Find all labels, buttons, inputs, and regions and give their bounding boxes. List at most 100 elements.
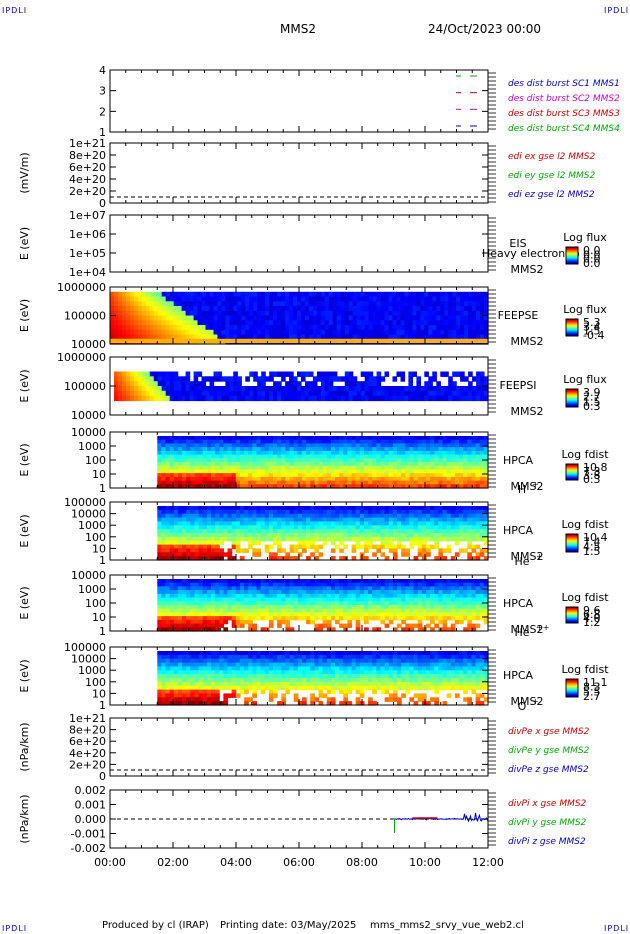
spectrogram-cell <box>297 480 303 485</box>
spectrogram-cell <box>177 616 183 621</box>
spectrogram-cell <box>355 436 361 441</box>
spectrogram-cell <box>149 291 155 298</box>
spectrogram-cell <box>310 552 315 557</box>
spectrogram-cell <box>157 310 163 317</box>
spectrogram-cell <box>397 623 402 628</box>
spectrogram-cell <box>426 476 431 482</box>
spectrogram-cell <box>225 376 230 382</box>
spectrogram-cell <box>420 291 425 298</box>
spectrogram-cell <box>328 291 334 298</box>
spectrogram-cell <box>256 447 262 452</box>
spectrogram-cell <box>471 447 477 452</box>
spectrogram-cell <box>165 556 171 561</box>
spectrogram-cell <box>359 586 365 591</box>
spectrogram-cell <box>202 525 208 530</box>
spectrogram-cell <box>484 310 489 317</box>
spectrogram-cell <box>253 291 258 298</box>
spectrogram-cell <box>268 597 274 602</box>
spectrogram-cell <box>318 480 324 485</box>
spectrogram-cell <box>190 462 195 467</box>
spectrogram-cell <box>364 590 369 595</box>
spectrogram-cell <box>388 529 394 534</box>
spectrogram-cell <box>322 529 328 534</box>
spectrogram-cell <box>476 320 481 326</box>
spectrogram-cell <box>217 334 222 340</box>
spectrogram-cell <box>388 513 394 519</box>
spectrogram-cell <box>202 605 208 610</box>
spectrogram-cell <box>197 301 203 307</box>
spectrogram-cell <box>206 458 212 463</box>
spectrogram-cell <box>359 612 365 617</box>
spectrogram-cell <box>301 315 306 321</box>
spectrogram-cell <box>339 476 344 482</box>
spectrogram-cell <box>202 548 208 553</box>
spectrogram-cell <box>384 371 390 377</box>
spectrogram-cell <box>241 386 246 392</box>
spectrogram-cell <box>401 439 406 444</box>
spectrogram-cell <box>293 544 299 550</box>
spectrogram-cell <box>235 436 241 441</box>
spectrogram-cell <box>434 469 439 474</box>
spectrogram-cell <box>343 517 348 523</box>
spectrogram-cell <box>161 376 167 382</box>
spectrogram-cell <box>421 476 427 482</box>
spectrogram-cell <box>197 390 203 397</box>
spectrogram-cell <box>253 334 258 340</box>
spectrogram-cell <box>430 465 435 470</box>
spectrogram-cell <box>252 536 257 542</box>
spectrogram-cell <box>190 616 195 621</box>
spectrogram-cell <box>215 593 220 599</box>
spectrogram-cell <box>326 586 332 591</box>
spectrogram-cell <box>219 540 224 546</box>
spectrogram-cell <box>161 315 167 321</box>
spectrogram-cell <box>285 315 290 321</box>
spectrogram-cell <box>436 334 441 340</box>
spectrogram-cell <box>198 517 204 523</box>
spectrogram-cell <box>424 381 429 387</box>
spectrogram-cell <box>471 533 477 538</box>
spectrogram-cell <box>293 548 299 553</box>
spectrogram-cell <box>421 525 427 530</box>
spectrogram-cell <box>430 506 435 511</box>
spectrogram-cell <box>364 529 369 534</box>
spectrogram-cell <box>440 395 445 402</box>
spectrogram-cell <box>316 301 322 307</box>
spectrogram-cell <box>252 623 257 628</box>
y-tick-label: 1e+04 <box>69 266 106 279</box>
spectrogram-cell <box>384 465 390 470</box>
spectrogram-cell <box>273 473 278 478</box>
spectrogram-cell <box>248 525 253 530</box>
spectrogram-cell <box>202 517 208 523</box>
spectrogram-cell <box>446 529 452 534</box>
spectrogram-cell <box>231 450 237 456</box>
spectrogram-cell <box>468 381 473 387</box>
spectrogram-cell <box>318 593 324 599</box>
spectrogram-cell <box>344 329 350 336</box>
spectrogram-cell <box>368 612 373 617</box>
spectrogram-cell <box>464 390 469 397</box>
spectrogram-cell <box>241 334 246 340</box>
spectrogram-cell <box>297 513 303 519</box>
spectrogram-cell <box>173 623 179 628</box>
spectrogram-cell <box>475 529 481 534</box>
spectrogram-cell <box>264 608 270 613</box>
spectrogram-cell <box>483 521 489 526</box>
spectrogram-cell <box>198 556 204 561</box>
spectrogram-cell <box>177 509 183 515</box>
spectrogram-cell <box>318 469 324 474</box>
spectrogram-cell <box>454 506 460 511</box>
spectrogram-cell <box>421 517 427 523</box>
spectrogram-cell <box>209 334 215 340</box>
spectrogram-cell <box>324 390 330 397</box>
spectrogram-cell <box>400 395 406 402</box>
spectrogram-cell <box>318 544 324 550</box>
spectrogram-cell <box>339 623 344 628</box>
spectrogram-cell <box>219 619 224 625</box>
spectrogram-cell <box>194 590 200 595</box>
spectrogram-cell <box>392 627 398 632</box>
spectrogram-cell <box>186 443 191 448</box>
spectrogram-cell <box>293 605 299 610</box>
spectrogram-cell <box>335 612 340 617</box>
spectrogram-cell <box>293 329 298 336</box>
spectrogram-cell <box>355 513 361 519</box>
